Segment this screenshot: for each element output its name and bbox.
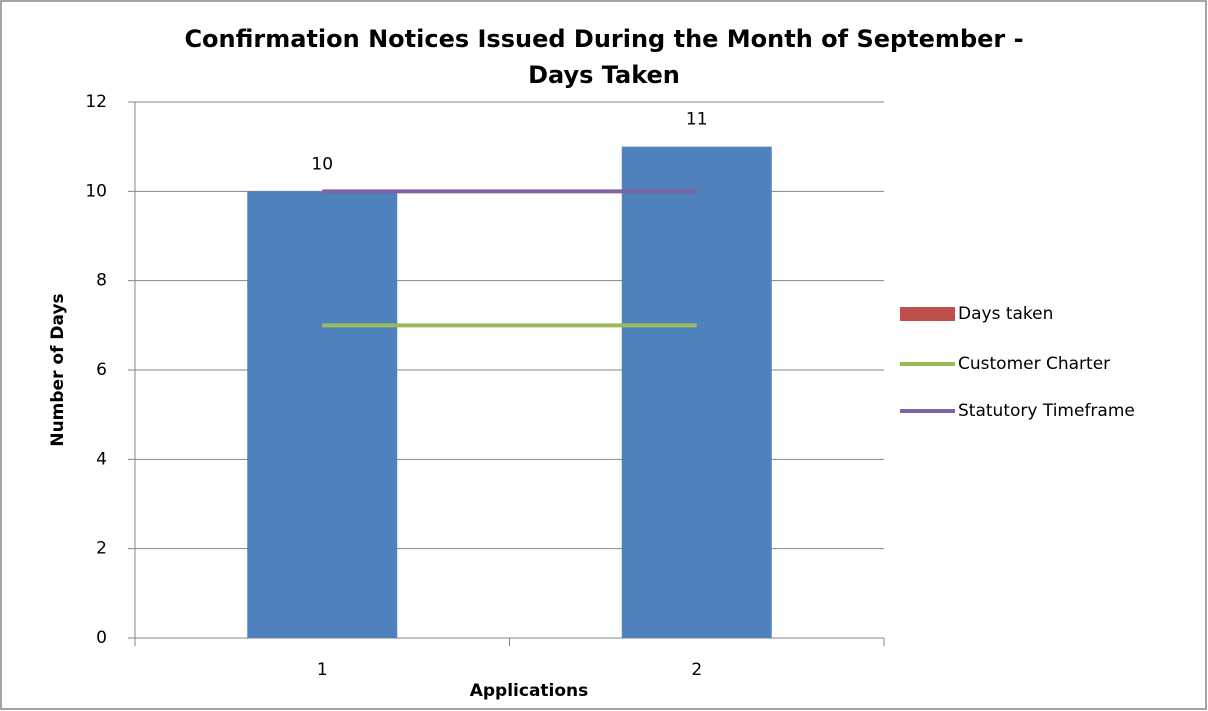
x-tick-label: 1	[317, 660, 328, 680]
y-axis-title: Number of Days	[48, 293, 68, 446]
legend-label: Statutory Timeframe	[958, 401, 1135, 421]
y-tick-label: 12	[85, 92, 107, 112]
legend-label: Customer Charter	[958, 354, 1110, 374]
y-tick-label: 2	[96, 539, 107, 559]
chart-title: Confirmation Notices Issued During the M…	[184, 25, 1023, 53]
value-label: 10	[311, 154, 333, 174]
x-axis-title: Applications	[470, 681, 589, 701]
bar	[621, 146, 772, 638]
y-tick-label: 0	[96, 628, 107, 648]
legend-swatch	[900, 307, 955, 321]
y-tick-label: 10	[85, 181, 107, 201]
x-tick-label: 2	[691, 660, 702, 680]
y-tick-label: 8	[96, 271, 107, 291]
legend-label: Days taken	[958, 304, 1053, 324]
chart-title: Days Taken	[528, 61, 680, 89]
y-tick-label: 6	[96, 360, 107, 380]
value-label: 11	[686, 110, 708, 130]
y-tick-label: 4	[96, 449, 107, 469]
bar	[247, 191, 398, 639]
